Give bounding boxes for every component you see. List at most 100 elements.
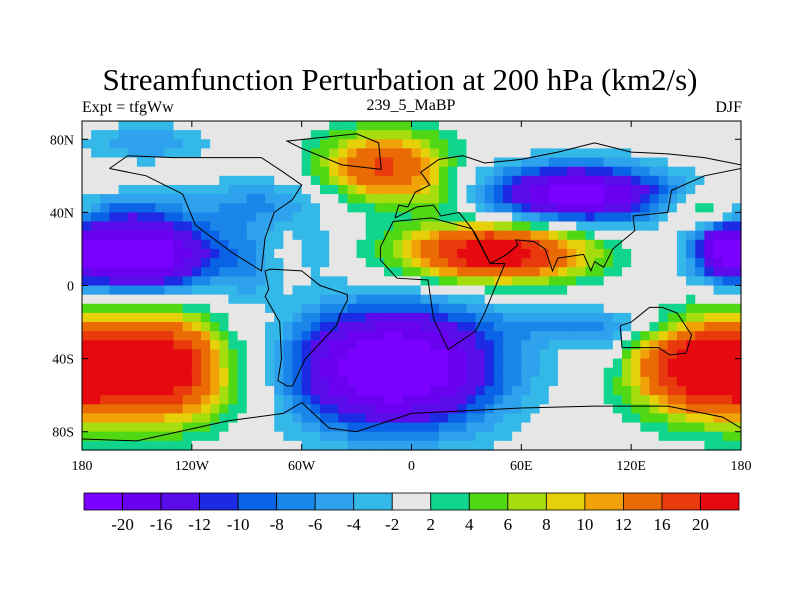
contour-cell xyxy=(292,413,303,424)
contour-cell xyxy=(191,358,202,369)
contour-cell xyxy=(420,121,431,131)
contour-cell xyxy=(255,331,266,341)
contour-cell xyxy=(512,203,522,213)
contour-cell xyxy=(475,440,486,451)
contour-cell xyxy=(173,239,184,250)
contour-cell xyxy=(338,139,349,150)
contour-cell xyxy=(356,276,367,287)
contour-cell xyxy=(658,358,669,369)
contour-cell xyxy=(164,322,175,332)
contour-cell xyxy=(695,395,705,405)
contour-cell xyxy=(228,157,239,168)
contour-cell xyxy=(118,322,129,332)
contour-cell xyxy=(640,312,651,323)
contour-cell xyxy=(265,139,275,150)
contour-cell xyxy=(274,285,284,296)
contour-cell xyxy=(200,440,211,451)
colorbar-swatch xyxy=(507,492,547,511)
contour-cell xyxy=(512,294,522,305)
contour-cell xyxy=(274,349,284,360)
contour-cell xyxy=(182,212,193,223)
contour-cell xyxy=(713,322,724,332)
contour-cell xyxy=(667,395,678,405)
contour-cell xyxy=(448,194,458,204)
contour-cell xyxy=(301,367,312,378)
contour-cell xyxy=(164,239,175,250)
contour-cell xyxy=(365,376,376,387)
contour-cell xyxy=(557,194,568,204)
contour-cell xyxy=(411,175,422,186)
contour-cell xyxy=(686,258,696,268)
contour-cell xyxy=(676,322,687,332)
contour-cell xyxy=(265,166,275,177)
contour-cell xyxy=(704,194,715,204)
contour-cell xyxy=(384,422,394,433)
contour-cell xyxy=(274,440,284,451)
contour-cell xyxy=(164,413,175,424)
contour-cell xyxy=(429,294,440,305)
contour-cell xyxy=(429,194,440,204)
contour-cell xyxy=(219,267,230,277)
contour-cell xyxy=(548,248,559,259)
contour-cell xyxy=(237,184,248,195)
contour-cell xyxy=(420,422,431,433)
contour-cell xyxy=(118,248,129,259)
contour-cell xyxy=(356,175,367,186)
contour-cell xyxy=(210,395,220,405)
contour-cell xyxy=(356,431,367,442)
contour-cell xyxy=(182,422,193,433)
contour-cell xyxy=(374,194,385,204)
contour-cell xyxy=(228,431,239,442)
contour-cell xyxy=(210,413,220,424)
contour-cell xyxy=(283,203,294,213)
contour-cell xyxy=(576,340,586,351)
contour-cell xyxy=(686,239,696,250)
contour-cell xyxy=(530,184,541,195)
contour-cell xyxy=(164,157,175,168)
contour-cell xyxy=(457,367,468,378)
contour-cell xyxy=(173,230,184,241)
contour-cell xyxy=(585,349,596,360)
contour-cell xyxy=(91,331,101,341)
contour-cell xyxy=(82,358,92,369)
contour-cell xyxy=(100,404,111,415)
contour-cell xyxy=(429,395,440,405)
contour-cell xyxy=(539,349,550,360)
contour-cell xyxy=(127,166,138,177)
contour-cell xyxy=(420,239,431,250)
contour-cell xyxy=(649,203,660,213)
contour-cell xyxy=(585,312,596,323)
contour-cell xyxy=(82,422,92,433)
contour-cell xyxy=(374,376,385,387)
contour-cell xyxy=(127,340,138,351)
contour-cell xyxy=(548,431,559,442)
contour-cell xyxy=(100,157,111,168)
contour-cell xyxy=(155,404,165,415)
contour-cell xyxy=(658,312,669,323)
contour-cell xyxy=(631,130,641,140)
contour-cell xyxy=(274,212,284,223)
colorbar-swatch xyxy=(237,492,278,511)
contour-cell xyxy=(521,340,532,351)
contour-cell xyxy=(548,331,559,341)
contour-cell xyxy=(228,376,239,387)
contour-cell xyxy=(438,258,449,268)
contour-cell xyxy=(100,258,111,268)
contour-cell xyxy=(191,312,202,323)
contour-cell xyxy=(365,294,376,305)
contour-cell xyxy=(182,376,193,387)
contour-cell xyxy=(136,294,147,305)
contour-cell xyxy=(155,431,165,442)
colorbar-swatch xyxy=(430,492,470,511)
contour-cell xyxy=(722,322,733,332)
contour-cell xyxy=(576,376,586,387)
contour-cell xyxy=(127,440,138,451)
contour-cell xyxy=(649,267,660,277)
contour-cell xyxy=(402,367,413,378)
contour-cell xyxy=(676,203,687,213)
contour-cell xyxy=(329,303,339,314)
contour-cell xyxy=(283,258,294,268)
contour-cell xyxy=(292,276,303,287)
contour-cell xyxy=(658,267,669,277)
contour-cell xyxy=(567,404,577,415)
